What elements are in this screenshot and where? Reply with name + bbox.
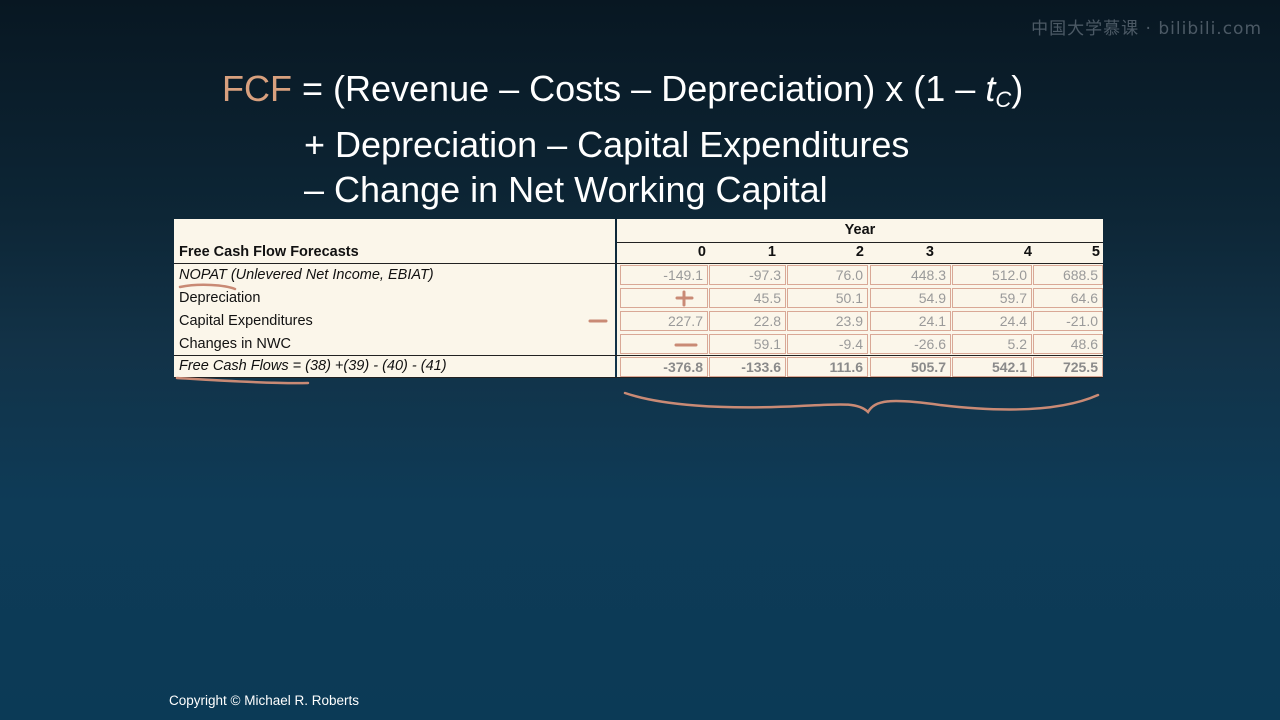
year-header: Year xyxy=(844,222,876,238)
cell-nopat-4: 512.0 xyxy=(952,265,1032,285)
cell-nopat-0: -149.1 xyxy=(620,265,708,285)
cell-fcf-2: 111.6 xyxy=(787,357,868,377)
cell-depreciation-2: 50.1 xyxy=(787,288,868,308)
cell-fcf-5: 725.5 xyxy=(1033,357,1103,377)
cell-nwc-0 xyxy=(620,334,708,354)
fcf-formula: FCF = (Revenue – Costs – Depreciation) x… xyxy=(222,66,1023,212)
cell-capex-0: 227.7 xyxy=(620,311,708,331)
cell-capex-5: -21.0 xyxy=(1033,311,1103,331)
cell-capex-4: 24.4 xyxy=(952,311,1032,331)
cell-capex-1: 22.8 xyxy=(709,311,786,331)
formula-line-2: + Depreciation – Capital Expenditures xyxy=(304,124,910,165)
underline-nopat xyxy=(178,283,237,291)
row-label-fcf: Free Cash Flows = (38) +(39) - (40) - (4… xyxy=(179,358,447,374)
cell-nopat-5: 688.5 xyxy=(1033,265,1103,285)
cell-nopat-3: 448.3 xyxy=(870,265,951,285)
table-data-panel xyxy=(617,219,1103,378)
cell-nwc-2: -9.4 xyxy=(787,334,868,354)
row-label-nwc: Changes in NWC xyxy=(179,336,292,352)
row-label-nopat: NOPAT (Unlevered Net Income, EBIAT) xyxy=(179,267,434,283)
year-col-1: 1 xyxy=(767,244,776,260)
table-label-panel xyxy=(174,219,615,378)
underline-fcf xyxy=(175,376,310,385)
formula-line-1: FCF = (Revenue – Costs – Depreciation) x… xyxy=(222,68,1024,112)
cell-nopat-2: 76.0 xyxy=(787,265,868,285)
cell-nwc-1: 59.1 xyxy=(709,334,786,354)
cell-capex-3: 24.1 xyxy=(870,311,951,331)
cell-fcf-1: -133.6 xyxy=(709,357,786,377)
row-label-capex: Capital Expenditures xyxy=(179,313,313,329)
cell-depreciation-3: 54.9 xyxy=(870,288,951,308)
cell-fcf-4: 542.1 xyxy=(952,357,1032,377)
cell-nwc-4: 5.2 xyxy=(952,334,1032,354)
row-label-depreciation: Depreciation xyxy=(179,290,261,306)
cell-depreciation-4: 59.7 xyxy=(952,288,1032,308)
formula-line-3: – Change in Net Working Capital xyxy=(304,169,828,210)
cell-capex-2: 23.9 xyxy=(787,311,868,331)
cell-fcf-3: 505.7 xyxy=(870,357,951,377)
cell-fcf-0: -376.8 xyxy=(620,357,708,377)
formula-line-1-text: = (Revenue – Costs – Depreciation) x (1 … xyxy=(302,68,986,109)
year-col-3: 3 xyxy=(925,244,934,260)
table-title: Free Cash Flow Forecasts xyxy=(179,244,359,260)
plus-mark xyxy=(675,290,694,307)
cell-depreciation-5: 64.6 xyxy=(1033,288,1103,308)
brace-mark xyxy=(623,391,1100,415)
free-cash-flow-table: Year Free Cash Flow Forecasts 0 1 2 3 4 … xyxy=(174,219,1103,378)
tax-rate-symbol: tC xyxy=(985,68,1012,112)
year-col-2: 2 xyxy=(855,244,864,260)
formula-fcf-term: FCF xyxy=(222,68,292,109)
cell-depreciation-1: 45.5 xyxy=(709,288,786,308)
cell-nwc-5: 48.6 xyxy=(1033,334,1103,354)
watermark: 中国大学慕课 · bilibili.com xyxy=(1031,19,1262,39)
table-bottom-rule xyxy=(174,377,1103,378)
year-col-0: 0 xyxy=(697,244,706,260)
cell-nopat-1: -97.3 xyxy=(709,265,786,285)
total-rule xyxy=(174,355,1103,356)
header-rule xyxy=(174,263,1103,264)
year-col-4: 4 xyxy=(1023,244,1032,260)
copyright: Copyright © Michael R. Roberts xyxy=(169,693,360,708)
year-col-5: 5 xyxy=(1091,244,1100,260)
year-rule xyxy=(617,242,1103,243)
cell-nwc-3: -26.6 xyxy=(870,334,951,354)
cell-depreciation-0 xyxy=(620,288,708,308)
